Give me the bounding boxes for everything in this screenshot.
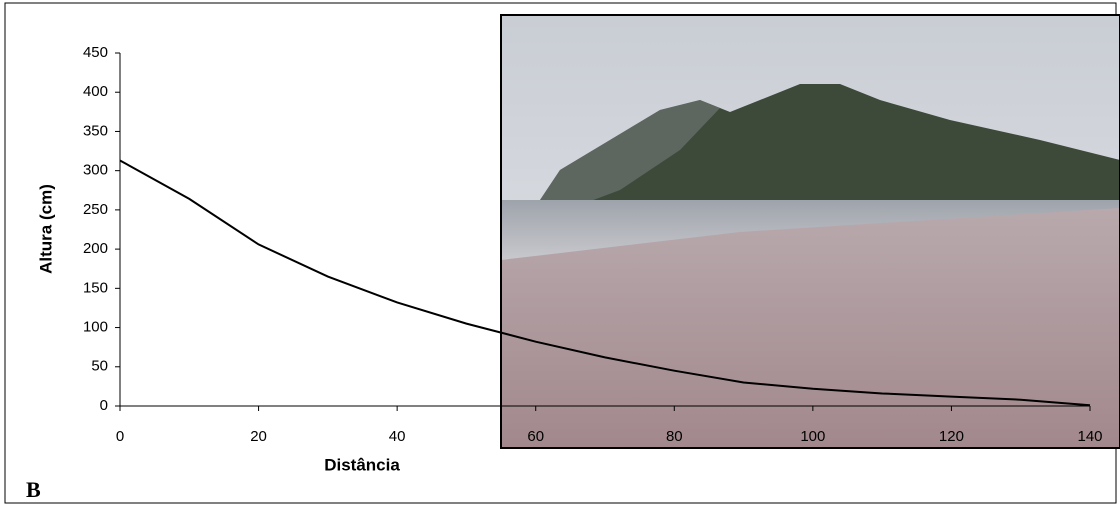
y-tick-label: 150 — [83, 279, 108, 296]
x-tick-label: 0 — [116, 428, 124, 445]
y-tick-label: 250 — [83, 201, 108, 218]
x-axis-title: Distância — [324, 455, 400, 474]
x-tick-label: 80 — [666, 428, 683, 445]
panel-label: B — [26, 477, 41, 502]
y-tick-label: 400 — [83, 83, 108, 100]
y-axis-title: Altura (cm) — [36, 184, 55, 274]
y-tick-label: 100 — [83, 319, 108, 336]
y-tick-label: 0 — [100, 397, 108, 414]
y-tick-label: 350 — [83, 122, 108, 139]
data-line — [119, 159, 1091, 407]
y-tick-label: 450 — [83, 44, 108, 61]
y-tick-label: 200 — [83, 240, 108, 257]
x-tick-label: 100 — [800, 428, 825, 445]
photo — [500, 14, 1120, 449]
x-tick-label: 60 — [527, 428, 544, 445]
x-tick-label: 20 — [250, 428, 267, 445]
y-tick-label: 300 — [83, 162, 108, 179]
y-tick-label: 50 — [91, 358, 108, 375]
x-tick-label: 40 — [389, 428, 406, 445]
x-tick-label: 120 — [939, 428, 964, 445]
x-tick-label: 140 — [1077, 428, 1102, 445]
